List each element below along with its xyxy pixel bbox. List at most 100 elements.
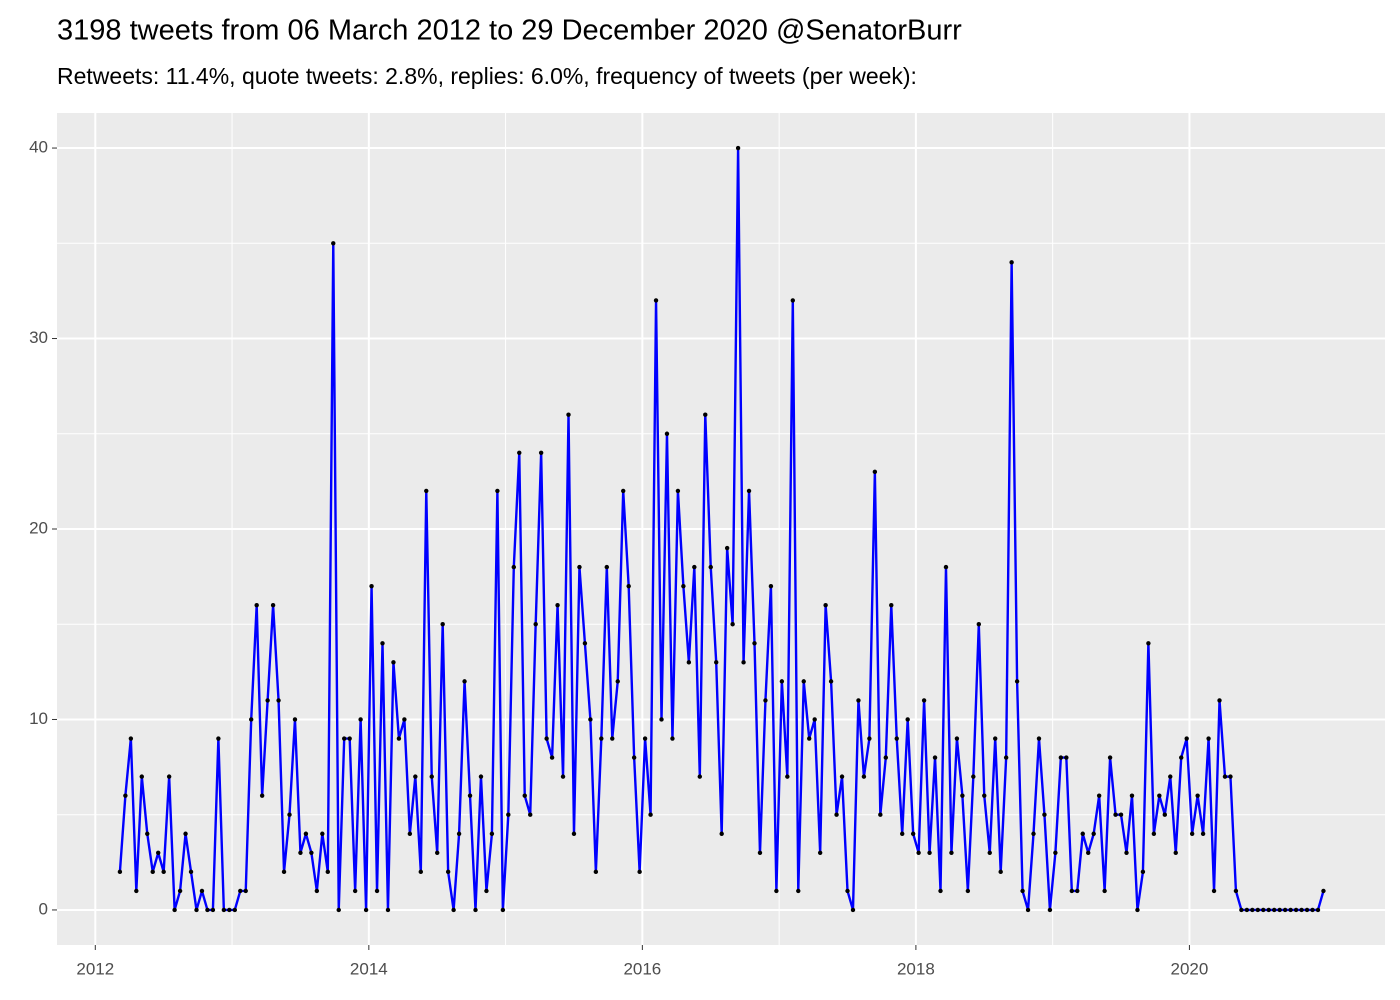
data-point (194, 907, 199, 913)
data-point (1239, 907, 1244, 913)
data-point (1272, 907, 1277, 913)
data-point (1179, 755, 1184, 760)
data-point (954, 736, 960, 741)
data-point (221, 907, 227, 913)
data-point (177, 888, 183, 894)
data-point (976, 622, 982, 627)
data-point (303, 831, 309, 836)
chart-title: 3198 tweets from 06 March 2012 to 29 Dec… (57, 15, 962, 47)
data-point (227, 907, 232, 913)
data-point (1206, 736, 1211, 741)
data-point (418, 869, 423, 875)
data-point (1075, 888, 1080, 894)
data-point (1293, 907, 1299, 913)
data-point (724, 545, 730, 551)
data-point (1020, 888, 1025, 894)
data-point (259, 793, 265, 798)
data-point (199, 888, 205, 894)
data-point (670, 736, 675, 741)
data-point (774, 888, 779, 894)
data-point (216, 736, 221, 741)
data-point (998, 869, 1003, 875)
data-point (320, 831, 325, 836)
data-point (369, 583, 374, 589)
data-point (391, 660, 396, 665)
data-point (210, 907, 216, 913)
data-point (889, 602, 894, 608)
data-point (965, 888, 971, 894)
data-point (1118, 812, 1124, 817)
data-point (714, 660, 719, 665)
data-point (424, 488, 429, 494)
data-point (205, 907, 210, 913)
data-point (577, 564, 582, 570)
y-tick-label: 10 (29, 709, 48, 728)
data-point (1222, 774, 1228, 779)
data-point (932, 755, 938, 760)
data-point (183, 831, 188, 836)
data-point (429, 774, 434, 779)
data-point (440, 622, 445, 627)
data-point (949, 850, 954, 856)
data-point (1146, 641, 1151, 646)
data-point (1200, 831, 1206, 836)
data-point (779, 679, 785, 684)
data-point (1113, 812, 1118, 817)
data-point (1277, 907, 1282, 913)
data-point (1211, 888, 1217, 894)
data-point (385, 907, 391, 913)
data-point (467, 793, 473, 798)
data-point (1244, 907, 1250, 913)
data-point (1140, 869, 1146, 875)
data-point (692, 564, 697, 570)
data-point (1036, 736, 1042, 741)
data-point (1299, 907, 1304, 913)
data-point (987, 850, 992, 856)
data-point (1315, 907, 1321, 913)
data-point (522, 793, 527, 798)
data-point (533, 622, 538, 627)
data-point (675, 488, 681, 494)
data-point (812, 717, 817, 722)
data-point (232, 907, 237, 913)
data-point (626, 583, 631, 589)
data-point (281, 869, 287, 875)
data-point (270, 602, 276, 608)
data-point (823, 602, 828, 608)
data-point (1107, 755, 1113, 760)
data-point (1053, 850, 1058, 856)
data-point (413, 774, 418, 779)
data-point (1124, 850, 1129, 856)
data-point (166, 774, 172, 779)
data-point (883, 755, 889, 760)
data-point (593, 869, 599, 875)
data-point (555, 602, 560, 608)
data-point (549, 755, 555, 760)
data-point (538, 450, 544, 456)
y-tick-label: 20 (29, 518, 48, 537)
data-point (599, 736, 604, 741)
x-tick-label: 2016 (623, 959, 661, 978)
data-point (1091, 831, 1096, 836)
data-point (971, 774, 976, 779)
axes: 0 10 20 30 40 2012 2014 2016 2018 2020 (29, 138, 1208, 979)
data-point (741, 660, 746, 665)
data-point (117, 869, 123, 875)
data-point (615, 679, 620, 684)
data-point (544, 736, 549, 741)
data-point (1288, 907, 1293, 913)
data-point (610, 736, 615, 741)
data-point (1069, 888, 1075, 894)
data-point (1031, 831, 1036, 836)
data-point (681, 583, 686, 589)
data-point (642, 736, 648, 741)
data-point (817, 850, 823, 856)
data-point (495, 488, 500, 494)
data-point (719, 831, 724, 836)
data-point (1184, 736, 1189, 741)
data-point (604, 564, 610, 570)
data-point (1129, 793, 1135, 798)
data-point (582, 641, 588, 646)
data-point (566, 412, 571, 417)
marks (117, 145, 1326, 913)
